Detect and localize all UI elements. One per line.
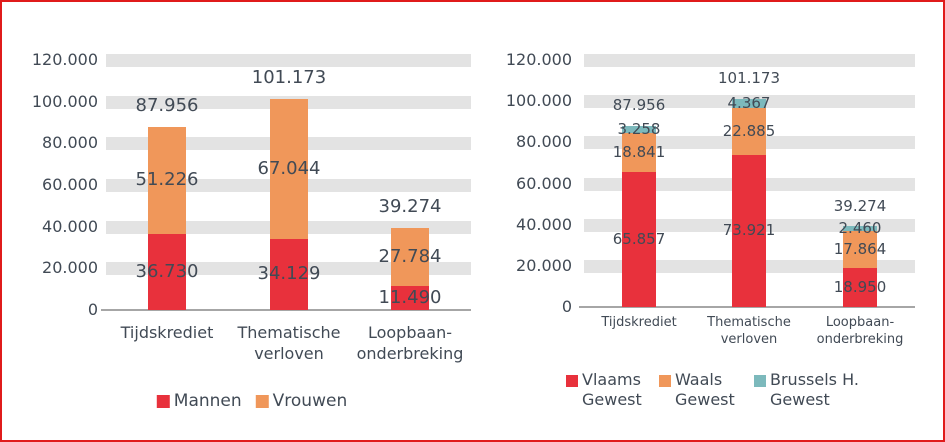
total-label: 101.173: [251, 67, 327, 88]
value-label-vlaams-gewest: 65.857: [612, 230, 666, 248]
y-axis-tick-label: 60.000: [42, 175, 98, 194]
legend-swatch-vlaams-gewest: [566, 375, 578, 387]
bar-segment-vrouwen: [148, 127, 186, 234]
legend-label-line: Vlaams: [582, 370, 641, 389]
y-axis-tick-label: 120.000: [31, 50, 98, 69]
y-axis-tick-label: 40.000: [42, 217, 98, 236]
legend-label-line: Gewest: [582, 390, 642, 409]
x-axis-line: [579, 306, 915, 308]
value-label-vlaams-gewest: 18.950: [833, 278, 887, 296]
category-label: onderbreking: [816, 332, 904, 347]
value-label-waals-gewest: 17.864: [833, 240, 887, 258]
legend-item: Waals Gewest: [659, 370, 735, 410]
bar-segment-waals-gewest: [732, 108, 766, 155]
legend-item: Brussels H. Gewest: [754, 370, 859, 410]
bar-segment-vlaams-gewest: [622, 171, 656, 307]
legend-label-line: Waals: [675, 370, 723, 389]
y-axis-tick-label: 120.000: [505, 50, 572, 69]
y-axis-tick-label: 80.000: [516, 132, 572, 151]
category-label: verloven: [254, 344, 324, 363]
bar-segment-vlaams-gewest: [732, 155, 766, 307]
value-label-vrouwen: 27.784: [378, 246, 442, 267]
bar-segment-mannen: [270, 239, 308, 310]
total-label: 87.956: [612, 96, 666, 114]
gridline-band: [584, 54, 915, 67]
legend: Mannen Vrouwen: [156, 391, 348, 411]
value-label-waals-gewest: 22.885: [722, 122, 776, 140]
value-label-mannen: 36.730: [135, 261, 199, 282]
category-label: Loopbaan-: [367, 323, 453, 342]
legend-label: Brussels H. Gewest: [770, 370, 859, 410]
legend-label: Vrouwen: [273, 391, 348, 411]
bar-segment-mannen: [391, 286, 429, 310]
legend-label: Vlaams Gewest: [582, 370, 642, 410]
legend-item: Vlaams Gewest: [566, 370, 642, 410]
legend-label: Waals Gewest: [675, 370, 735, 410]
legend-swatch-waals-gewest: [659, 375, 671, 387]
legend-swatch-vrouwen: [255, 394, 269, 408]
value-label-vrouwen: 67.044: [257, 158, 321, 179]
value-label-brussels-h-gewest: 2.460: [838, 219, 882, 237]
category-label: Loopbaan-: [825, 315, 895, 330]
value-label-waals-gewest: 18.841: [612, 143, 666, 161]
y-axis-tick-label: 100.000: [505, 91, 572, 110]
legend-item: Vrouwen: [255, 391, 348, 411]
bar-segment-brussels-h-gewest: [622, 126, 656, 133]
legend-swatch-brussels-h-gewest: [754, 375, 766, 387]
bar-segment-brussels-h-gewest: [732, 99, 766, 108]
gridline-band: [106, 54, 471, 67]
category-label: verloven: [720, 332, 778, 347]
value-label-mannen: 34.129: [257, 263, 321, 284]
legend-item: Mannen: [156, 391, 242, 411]
value-label-brussels-h-gewest: 4.367: [727, 94, 771, 112]
value-label-vlaams-gewest: 73.921: [722, 221, 776, 239]
category-label: Thematische: [707, 315, 791, 330]
y-axis-tick-label: 60.000: [516, 174, 572, 193]
y-axis-tick-label: 0: [561, 297, 572, 316]
bar-segment-vrouwen: [391, 228, 429, 286]
bar-segment-waals-gewest: [843, 231, 877, 268]
y-axis-tick-label: 20.000: [42, 258, 98, 277]
legend-swatch-mannen: [156, 394, 170, 408]
value-label-mannen: 11.490: [378, 287, 442, 308]
y-axis-tick-label: 40.000: [516, 215, 572, 234]
legend-label-line: Gewest: [675, 390, 735, 409]
bar-segment-brussels-h-gewest: [843, 226, 877, 231]
bar-segment-vrouwen: [270, 99, 308, 239]
y-axis-tick-label: 0: [87, 300, 98, 319]
legend-label-line: Gewest: [770, 390, 830, 409]
total-label: 39.274: [833, 197, 887, 215]
legend-label-line: Mannen: [173, 391, 242, 411]
category-label: Tijdskrediet: [601, 315, 677, 330]
legend-label-line: Vrouwen: [272, 391, 348, 411]
total-label: 101.173: [717, 69, 781, 87]
y-axis-tick-label: 100.000: [31, 92, 98, 111]
bar-segment-waals-gewest: [622, 133, 656, 172]
legend-label: Mannen: [174, 391, 242, 411]
category-label: onderbreking: [356, 344, 464, 363]
category-label: Tijdskrediet: [120, 323, 214, 342]
total-label: 39.274: [378, 196, 442, 217]
value-label-vrouwen: 51.226: [135, 169, 199, 190]
bar-segment-vlaams-gewest: [843, 268, 877, 307]
bar-segment-mannen: [148, 233, 186, 310]
category-label: Thematische: [237, 323, 341, 342]
total-label: 87.956: [135, 95, 199, 116]
legend-label-line: Brussels H.: [770, 370, 859, 389]
value-label-brussels-h-gewest: 3.258: [617, 120, 661, 138]
y-axis-tick-label: 20.000: [516, 256, 572, 275]
y-axis-tick-label: 80.000: [42, 133, 98, 152]
x-axis-line: [101, 309, 471, 311]
